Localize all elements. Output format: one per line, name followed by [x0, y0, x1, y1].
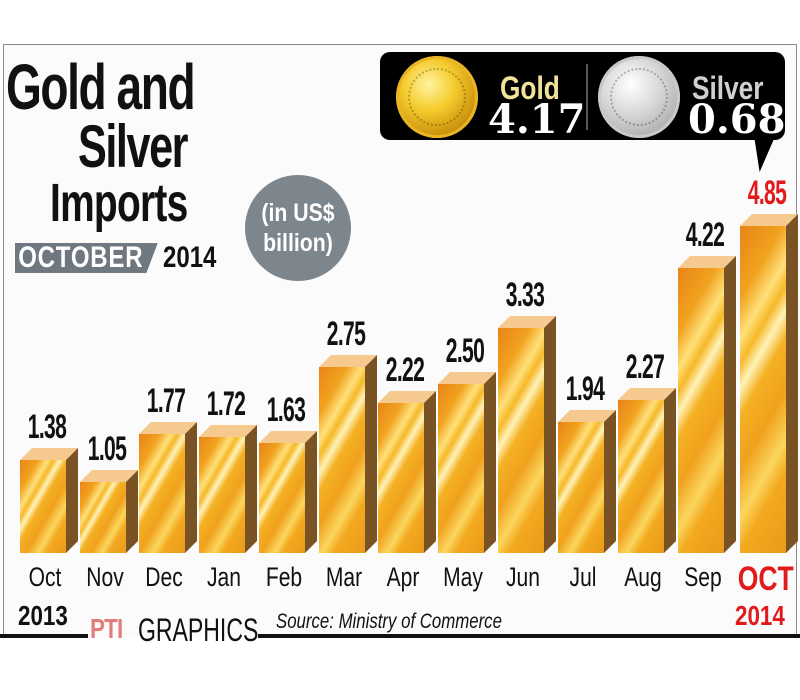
callout-divider	[586, 64, 588, 130]
bar-front-face	[678, 268, 724, 553]
bar-front-face	[319, 367, 365, 553]
bar-side-face	[365, 355, 377, 553]
bar-front-face	[740, 226, 786, 553]
bar-side-face	[724, 256, 736, 553]
month-label: OCTOBER	[15, 243, 158, 273]
bar-side-face	[424, 391, 436, 553]
bar-front-face	[438, 384, 484, 553]
source-note: Source: Ministry of Commerce	[276, 610, 502, 633]
bar-side-face	[126, 470, 138, 553]
chart-title-line2: Silver	[78, 113, 188, 180]
x-axis-label: Jan	[207, 562, 241, 592]
silver-value: 0.68	[688, 96, 786, 143]
gold-label: Gold	[500, 70, 560, 106]
credit-text: GRAPHICS	[138, 612, 259, 648]
bar-value-label: 2.27	[625, 348, 665, 386]
silver-coin-icon	[598, 56, 680, 138]
bar-side-face	[484, 372, 496, 553]
date-badge: OCTOBER 2014	[15, 241, 230, 274]
bar-front-face	[20, 460, 66, 553]
bar-value-label: 1.72	[206, 385, 246, 423]
x-axis-label: Nov	[86, 562, 124, 592]
bar-side-face	[786, 214, 798, 553]
bar-value-label: 1.63	[266, 391, 306, 429]
bar-oct-2014	[740, 214, 798, 553]
end-year-label: 2014	[735, 600, 785, 631]
x-axis-label: Dec	[145, 562, 183, 592]
bar-front-face	[498, 328, 544, 553]
bar-value-label: 1.38	[27, 408, 67, 446]
bar-apr	[378, 391, 436, 553]
bar-oct-2013	[20, 448, 78, 553]
x-axis-label: Aug	[624, 562, 662, 592]
x-axis-label: May	[443, 562, 483, 592]
bar-side-face	[66, 448, 78, 553]
bar-value-label: 4.22	[685, 216, 725, 254]
bar-sep	[678, 256, 736, 553]
pti-logo-icon: PTI	[90, 613, 123, 644]
unit-line1: (in US$	[261, 199, 335, 227]
bar-aug	[618, 388, 676, 553]
footer-rule-right	[258, 634, 800, 638]
bar-jul	[558, 410, 616, 553]
bar-front-face	[80, 482, 126, 553]
bar-value-label: 1.94	[565, 370, 605, 408]
bar-side-face	[305, 431, 317, 553]
bar-nov	[80, 470, 138, 553]
x-axis-label: OCT	[737, 560, 794, 598]
gold-value: 4.17	[488, 96, 586, 143]
x-axis-label: Jul	[569, 562, 597, 592]
bar-front-face	[259, 443, 305, 553]
start-year-label: 2013	[18, 600, 68, 631]
unit-badge: (in US$ billion)	[245, 175, 351, 281]
bar-side-face	[604, 410, 616, 553]
bar-value-label: 1.77	[146, 382, 186, 420]
bar-feb	[259, 431, 317, 553]
bar-side-face	[544, 316, 556, 553]
bar-dec	[139, 422, 197, 553]
silver-label: Silver	[692, 70, 764, 106]
unit-line2: billion)	[263, 229, 333, 257]
x-axis-label: Jun	[506, 562, 540, 592]
bar-front-face	[618, 400, 664, 553]
bar-may	[438, 372, 496, 553]
bar-front-face	[199, 437, 245, 553]
bar-jan	[199, 425, 257, 553]
bar-value-label: 2.50	[445, 332, 485, 370]
footer-rule-left	[0, 634, 88, 638]
bar-value-label: 2.75	[326, 315, 366, 353]
bar-value-label: 4.85	[747, 174, 787, 212]
bar-side-face	[245, 425, 257, 553]
x-axis-label: Feb	[265, 562, 303, 592]
bar-value-label: 1.05	[87, 430, 127, 468]
bar-value-label: 3.33	[505, 276, 545, 314]
bar-front-face	[378, 403, 424, 553]
bar-front-face	[558, 422, 604, 553]
gold-coin-icon	[396, 56, 478, 138]
bar-side-face	[664, 388, 676, 553]
bar-side-face	[185, 422, 197, 553]
chart-title-line1: Gold and	[6, 51, 196, 123]
x-axis-label: Sep	[684, 562, 722, 592]
bar-mar	[319, 355, 377, 553]
x-axis-label: Apr	[386, 562, 420, 592]
bar-value-label: 2.22	[385, 351, 425, 389]
chart-title-line3: Imports	[50, 173, 188, 233]
x-axis-label: Mar	[325, 562, 363, 592]
year-label: 2014	[163, 241, 217, 274]
bar-front-face	[139, 434, 185, 553]
x-axis-label: Oct	[28, 562, 62, 592]
bar-jun	[498, 316, 556, 553]
